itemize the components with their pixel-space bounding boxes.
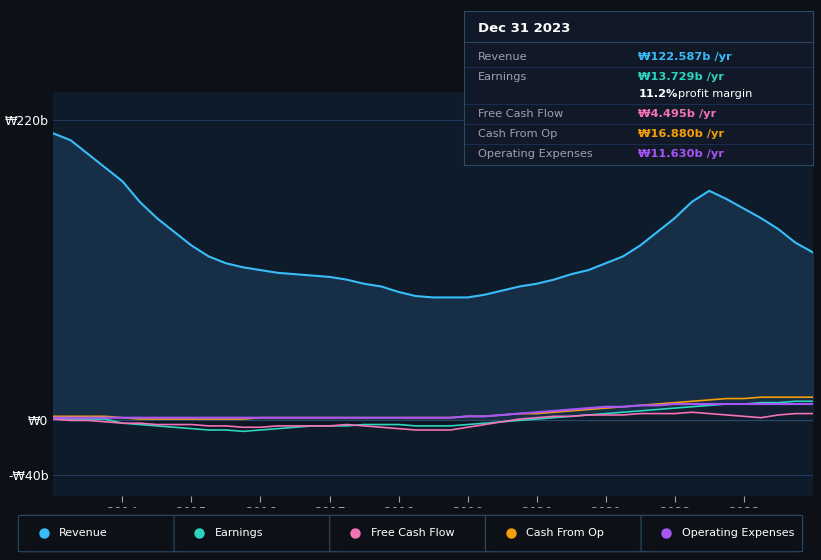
Text: ₩11.630b /yr: ₩11.630b /yr <box>639 150 724 160</box>
Text: ₩4.495b /yr: ₩4.495b /yr <box>639 109 717 119</box>
Text: Free Cash Flow: Free Cash Flow <box>371 528 454 538</box>
FancyBboxPatch shape <box>18 515 180 552</box>
Text: Cash From Op: Cash From Op <box>526 528 604 538</box>
Text: ₩16.880b /yr: ₩16.880b /yr <box>639 129 724 139</box>
Text: Operating Expenses: Operating Expenses <box>478 150 593 160</box>
Text: Free Cash Flow: Free Cash Flow <box>478 109 563 119</box>
Text: Operating Expenses: Operating Expenses <box>682 528 795 538</box>
Text: Revenue: Revenue <box>478 53 527 62</box>
Text: Cash From Op: Cash From Op <box>478 129 557 139</box>
Text: 11.2%: 11.2% <box>639 90 677 99</box>
Text: ₩122.587b /yr: ₩122.587b /yr <box>639 53 732 62</box>
Text: Earnings: Earnings <box>215 528 264 538</box>
Text: Dec 31 2023: Dec 31 2023 <box>478 22 571 35</box>
Text: ₩13.729b /yr: ₩13.729b /yr <box>639 72 724 82</box>
Text: profit margin: profit margin <box>678 90 753 99</box>
FancyBboxPatch shape <box>485 515 647 552</box>
FancyBboxPatch shape <box>641 515 803 552</box>
Text: Revenue: Revenue <box>59 528 108 538</box>
FancyBboxPatch shape <box>330 515 491 552</box>
Text: Earnings: Earnings <box>478 72 527 82</box>
FancyBboxPatch shape <box>174 515 336 552</box>
